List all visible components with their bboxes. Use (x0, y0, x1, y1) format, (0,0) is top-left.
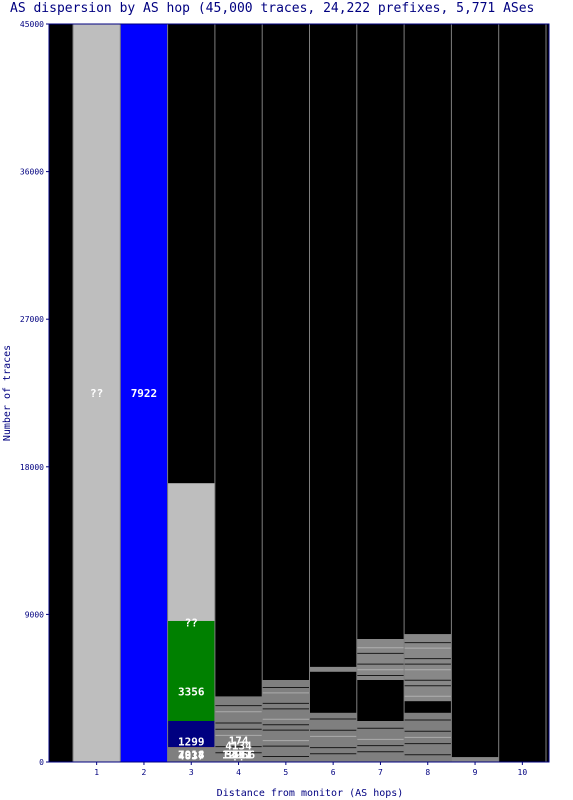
x-tick-label: 9 (473, 768, 478, 777)
y-tick-label: 18000 (20, 463, 44, 472)
x-tick-label: 10 (518, 768, 528, 777)
x-tick-label: 5 (283, 768, 288, 777)
segment-label-hop3-4: 2914 (178, 749, 205, 762)
segment-label-hop4-6: 5511 (225, 749, 252, 762)
segment-label-hop2-0: 7922 (131, 387, 158, 400)
bar-segment-hop6-9 (309, 712, 357, 762)
bar-segment-hop2-0 (120, 24, 168, 762)
x-tick-label: 3 (189, 768, 194, 777)
x-axis-label: Distance from monitor (AS hops) (217, 788, 404, 799)
bar-segment-hop3-13 (167, 747, 215, 762)
bar-segment-hop5-12 (262, 680, 310, 762)
x-tick-label: 7 (378, 768, 383, 777)
segment-label-hop3-6: 7018 (178, 749, 205, 762)
y-tick-label: 36000 (20, 168, 44, 177)
segment-label-hop3-8: 4837 (178, 749, 205, 762)
segment-label-hop1-0: ?? (90, 387, 103, 400)
segment-label-hop3-1: 3356 (178, 685, 205, 698)
axes: 0 9000 18000 27000 36000 45000 1 2 3 4 5 6 7 8 9 10 (20, 20, 550, 777)
plot-frame (48, 23, 550, 763)
x-tick-label: 4 (236, 768, 241, 777)
grid-lines (72, 24, 547, 762)
segment-label-hop4-2: 4134 (225, 740, 252, 753)
bar-segment-hop9-2 (451, 516, 499, 762)
segment-label-hop4-14: ?? (232, 750, 245, 763)
x-tick-label: 1 (94, 768, 99, 777)
bar-segment-hop1-0 (73, 24, 121, 762)
segment-label-hop3-2: 1299 (178, 736, 205, 749)
y-tick-label: 0 (39, 758, 44, 767)
segment-label-hop4-5: 3257 (225, 749, 252, 762)
bar-segment-hop10-0 (498, 470, 546, 762)
chart-title: AS dispersion by AS hop (45,000 traces, … (10, 1, 534, 16)
y-tick-label: 9000 (25, 610, 44, 619)
y-tick-label: 27000 (20, 315, 44, 324)
segment-label-hop4-4: 12956 (222, 749, 255, 762)
bar-segment-hop9-3 (451, 757, 499, 762)
x-tick-label: 2 (142, 768, 147, 777)
y-axis-label: Number of traces (2, 345, 13, 441)
bar-segment-hop8-7 (404, 712, 452, 762)
segment-label-hop4-0: 174 (229, 735, 249, 748)
bar-segment-hop7-9 (356, 721, 405, 762)
bar-columns (73, 24, 546, 762)
x-tick-label: 6 (331, 768, 336, 777)
segment-label-hop3-0: ?? (185, 617, 198, 630)
segment-label-hop4-3: 3491 (225, 749, 252, 762)
y-tick-label: 45000 (20, 20, 44, 29)
x-tick-label: 8 (425, 768, 430, 777)
